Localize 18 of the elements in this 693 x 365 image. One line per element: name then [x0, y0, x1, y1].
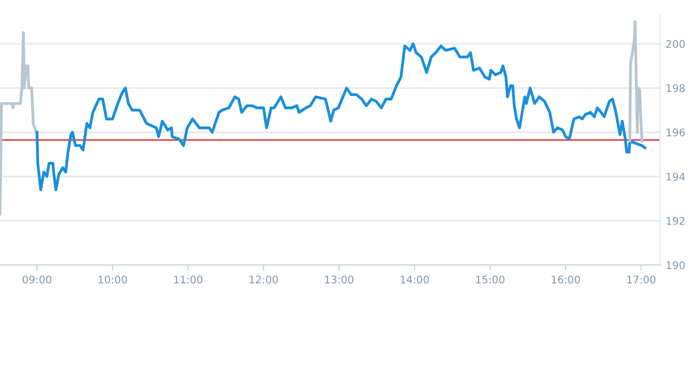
x-tick-label: 13:00 [325, 276, 354, 284]
x-tick-label: 11:00 [174, 276, 202, 284]
x-tick-label: 16:00 [552, 276, 580, 284]
y-tick-label: 200 [666, 40, 685, 48]
y-tick-label: 194 [666, 172, 685, 181]
x-tick-label: 10:00 [98, 276, 127, 284]
y-tick-label: 190 [666, 261, 685, 270]
y-tick-label: 192 [666, 216, 684, 225]
y-tick-label: 198 [666, 84, 685, 92]
x-tick-label: 15:00 [476, 276, 504, 284]
line-series [628, 20, 644, 142]
x-tick-label: 17:00 [627, 276, 656, 284]
line-series [36, 42, 646, 192]
x-tick-label: 14:00 [400, 276, 429, 284]
y-tick-label: 196 [666, 128, 685, 136]
x-tick-label: 12:00 [250, 276, 278, 284]
x-tick-label: 09:00 [22, 276, 52, 284]
line-series [0, 31, 38, 216]
